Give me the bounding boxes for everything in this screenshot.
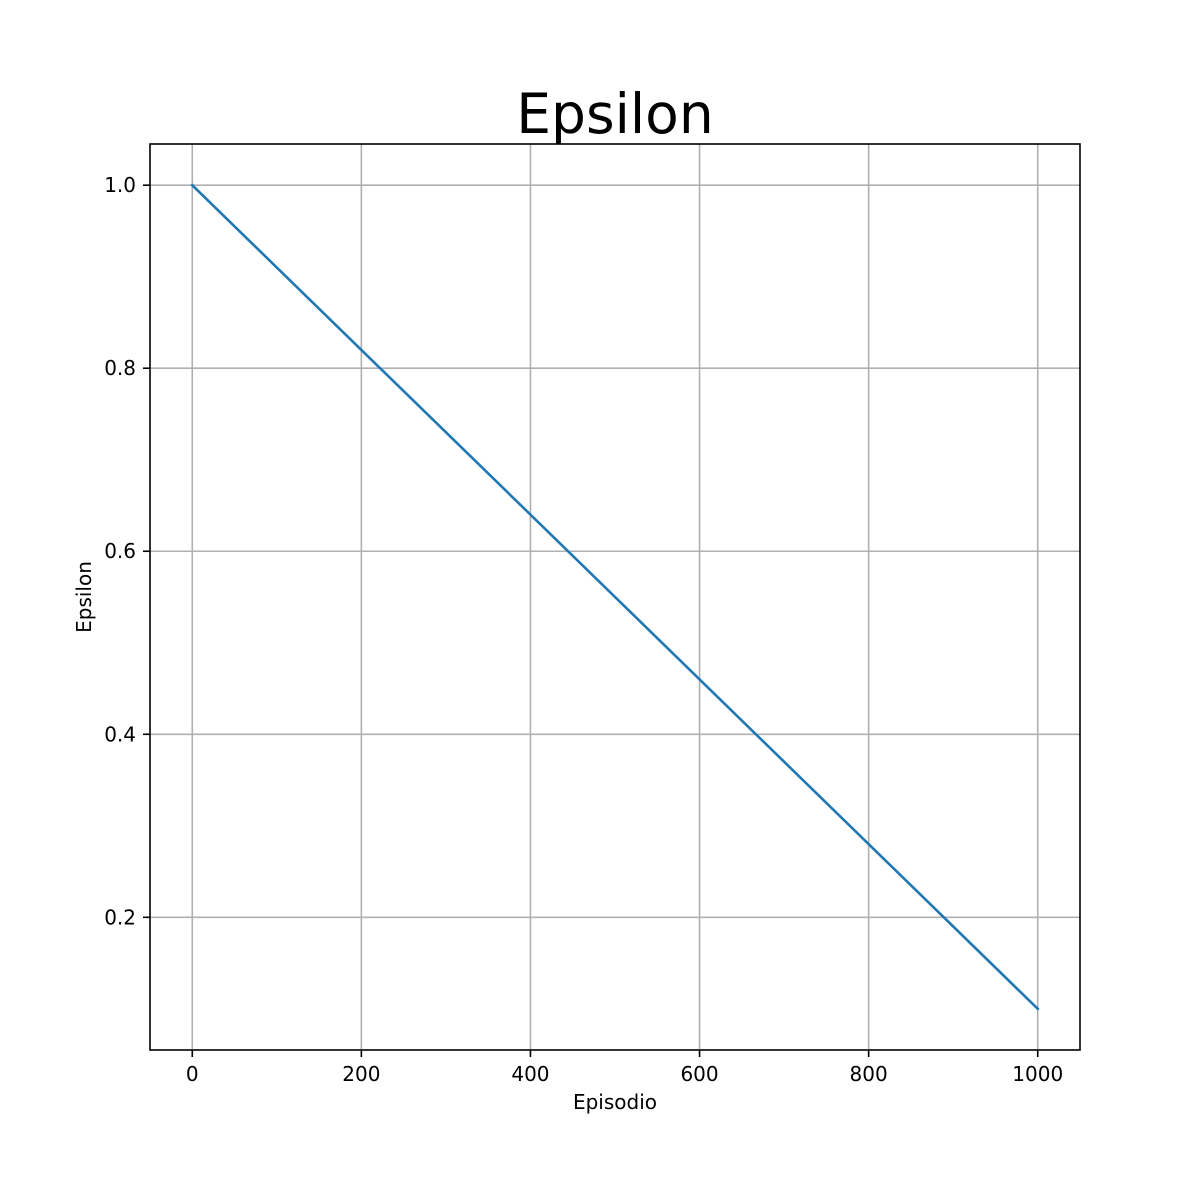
- x-tick-label: 800: [850, 1062, 888, 1086]
- series-layer: [190, 183, 1040, 1011]
- grid: [150, 144, 1080, 1050]
- x-tick-label: 600: [680, 1062, 718, 1086]
- ticks: 0 200 400 600 800 1000 0.2 0.4 0.6 0.8 1.0: [104, 173, 1063, 1086]
- plot-frame: [149, 143, 1081, 1051]
- x-tick-label: 400: [511, 1062, 549, 1086]
- x-tick-label: 200: [342, 1062, 380, 1086]
- y-tick-label: 0.4: [104, 722, 136, 746]
- x-tick-label: 1000: [1012, 1062, 1063, 1086]
- y-axis-label: Epsilon: [72, 561, 96, 633]
- y-tick-label: 1.0: [104, 173, 136, 197]
- y-tick-label: 0.8: [104, 356, 136, 380]
- y-tick-label: 0.2: [104, 905, 136, 929]
- chart-title: Epsilon: [516, 82, 713, 146]
- x-tick-label: 0: [186, 1062, 199, 1086]
- series-line: [190, 183, 1040, 1011]
- x-axis-label: Episodio: [573, 1090, 657, 1114]
- y-tick-label: 0.6: [104, 539, 136, 563]
